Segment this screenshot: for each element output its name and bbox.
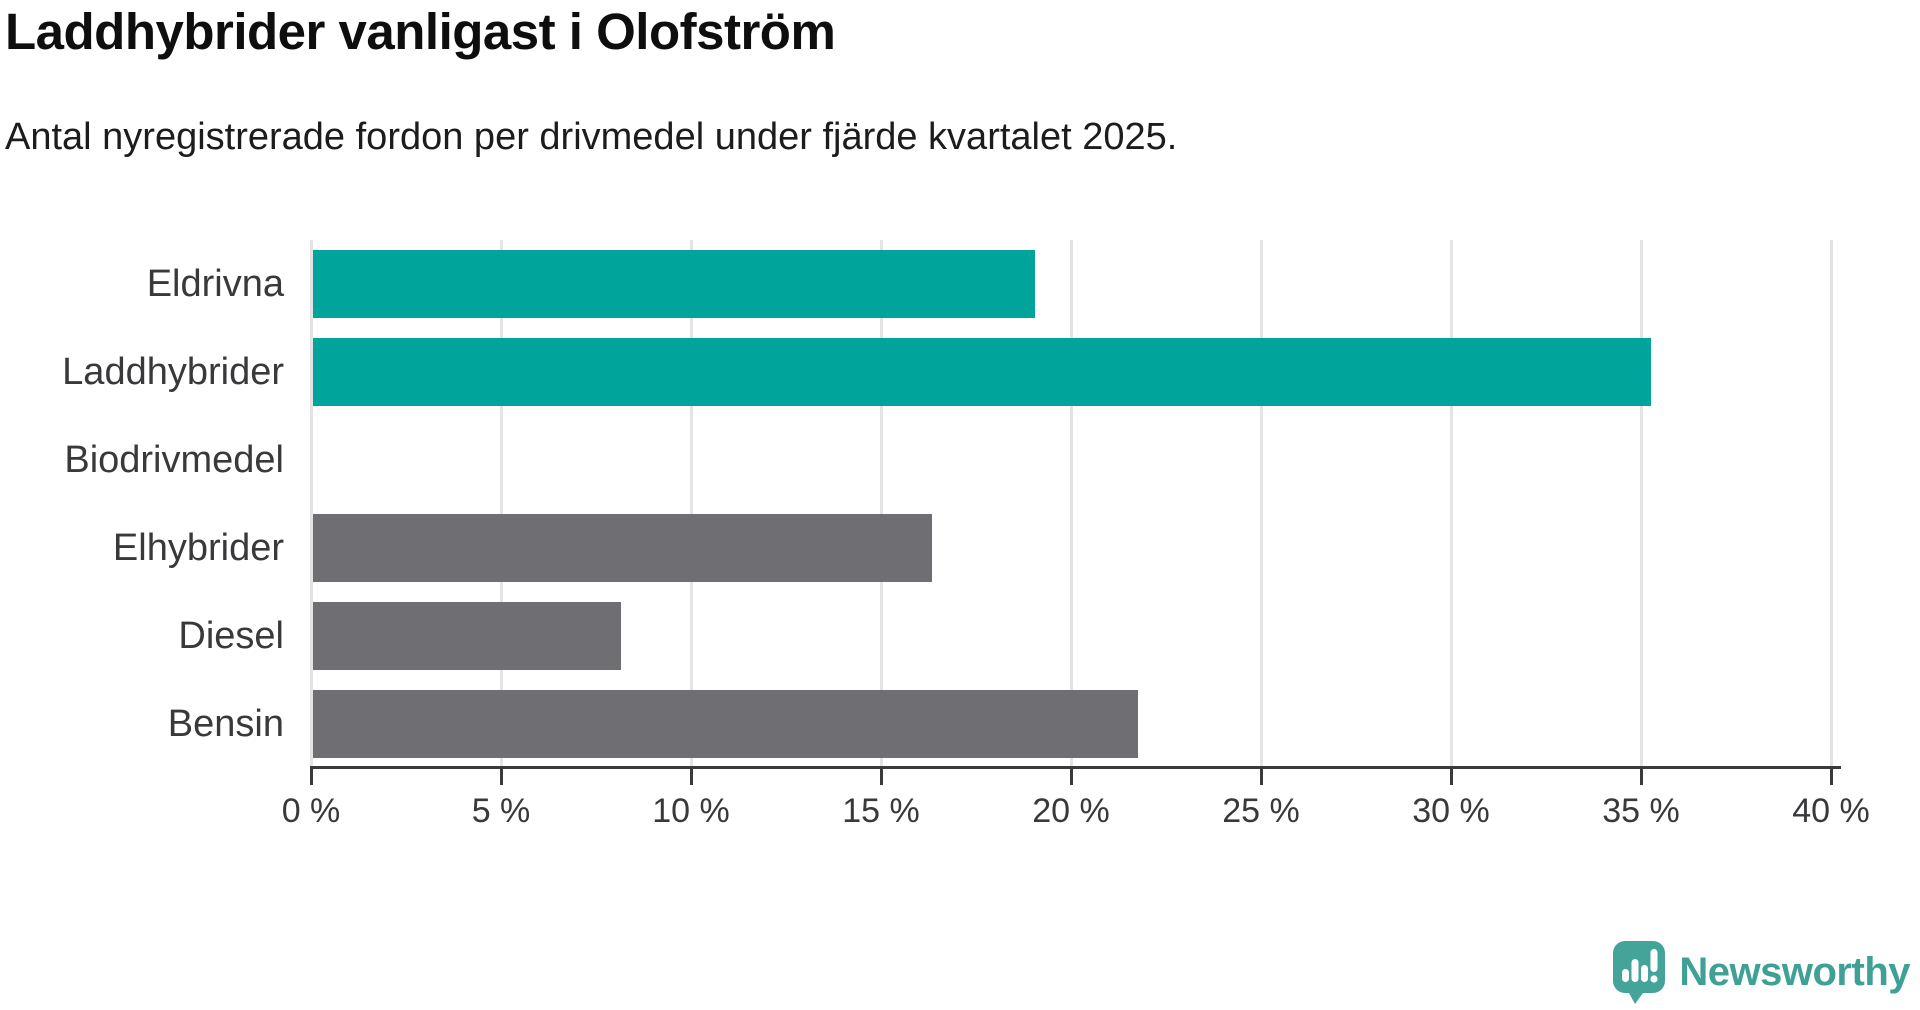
- gridline-10: [689, 240, 693, 768]
- category-label-biodrivmedel: Biodrivmedel: [64, 438, 284, 481]
- category-label-elhybrider: Elhybrider: [112, 526, 284, 569]
- gridline-35: [1639, 240, 1643, 768]
- bar-bensin: [313, 690, 1138, 758]
- bar-diesel: [313, 602, 621, 670]
- x-tick-40: [1829, 766, 1833, 785]
- gridline-5: [499, 240, 503, 768]
- bar-eldrivna: [313, 250, 1035, 318]
- x-tick-label-0: 0 %: [281, 792, 341, 830]
- gridline-15: [879, 240, 883, 768]
- gridline-40: [1829, 240, 1833, 768]
- category-label-laddhybrider: Laddhybrider: [62, 350, 284, 393]
- x-tick-label-20: 20 %: [1032, 792, 1110, 830]
- x-tick-label-15: 15 %: [842, 792, 920, 830]
- x-tick-25: [1259, 766, 1263, 785]
- category-label-diesel: Diesel: [178, 614, 284, 657]
- plot-area: [309, 240, 1840, 768]
- x-tick-20: [1069, 766, 1073, 785]
- x-axis-line: [310, 766, 1841, 769]
- x-tick-label-30: 30 %: [1412, 792, 1490, 830]
- gridline-0: [309, 240, 313, 768]
- x-tick-label-40: 40 %: [1792, 792, 1870, 830]
- bar-laddhybrider: [313, 338, 1651, 406]
- x-tick-30: [1449, 766, 1453, 785]
- x-tick-label-10: 10 %: [652, 792, 730, 830]
- chart-subtitle: Antal nyregistrerade fordon per drivmede…: [5, 116, 1178, 158]
- bar-elhybrider: [313, 514, 933, 582]
- x-tick-5: [499, 766, 503, 785]
- gridline-30: [1449, 240, 1453, 768]
- x-tick-0: [309, 766, 313, 785]
- x-tick-35: [1639, 766, 1643, 785]
- chart-title: Laddhybrider vanligast i Olofström: [5, 3, 836, 60]
- x-tick-label-5: 5 %: [471, 792, 531, 830]
- x-tick-10: [689, 766, 693, 785]
- gridline-20: [1069, 240, 1073, 768]
- newsworthy-logo: Newsworthy: [1613, 941, 1910, 1004]
- newsworthy-wordmark: Newsworthy: [1679, 950, 1910, 994]
- category-label-bensin: Bensin: [167, 702, 284, 745]
- x-tick-label-25: 25 %: [1222, 792, 1300, 830]
- newsworthy-logo-icon: [1613, 941, 1666, 1004]
- x-tick-label-35: 35 %: [1602, 792, 1680, 830]
- y-axis-category-labels: Eldrivna Laddhybrider Biodrivmedel Elhybrid…: [0, 240, 284, 768]
- gridline-25: [1259, 240, 1263, 768]
- x-tick-15: [879, 766, 883, 785]
- category-label-eldrivna: Eldrivna: [146, 262, 284, 305]
